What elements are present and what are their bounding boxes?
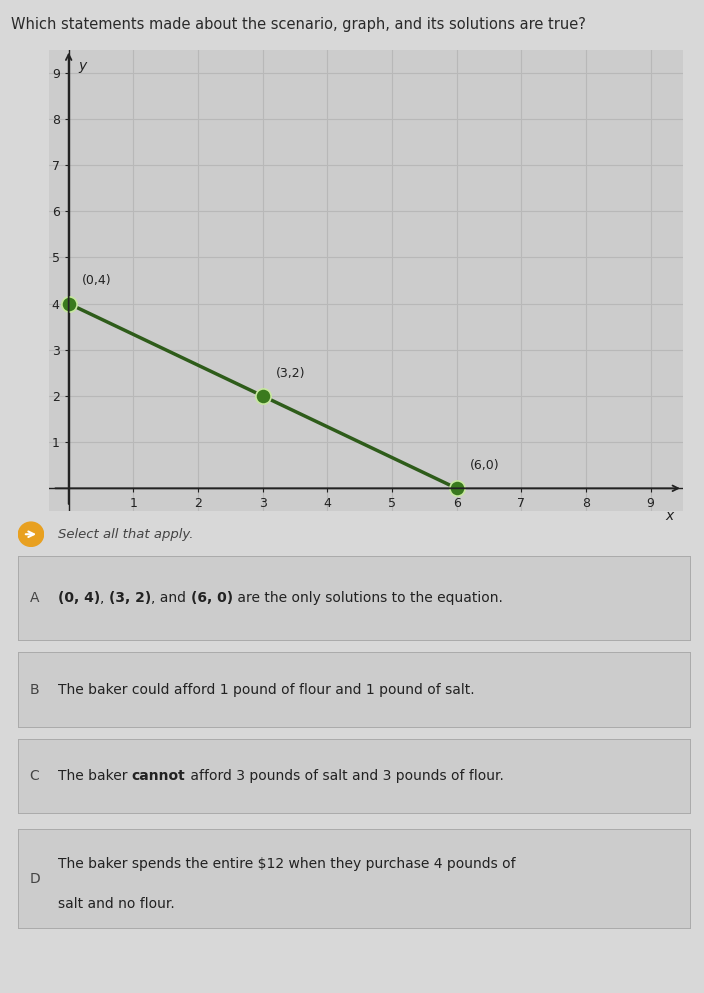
Text: The baker: The baker xyxy=(58,769,132,783)
Text: (6,0): (6,0) xyxy=(470,459,499,472)
Text: B: B xyxy=(30,682,39,697)
Text: salt and no flour.: salt and no flour. xyxy=(58,897,175,911)
Text: x: x xyxy=(666,509,674,523)
Text: are the only solutions to the equation.: are the only solutions to the equation. xyxy=(233,591,503,606)
Text: Which statements made about the scenario, graph, and its solutions are true?: Which statements made about the scenario… xyxy=(11,17,586,32)
Point xyxy=(451,481,463,496)
Text: y: y xyxy=(78,59,87,72)
Text: D: D xyxy=(30,872,40,886)
Text: Select all that apply.: Select all that apply. xyxy=(58,527,193,541)
Text: (3,2): (3,2) xyxy=(275,366,305,379)
Text: (3, 2): (3, 2) xyxy=(109,591,151,606)
Text: The baker could afford 1 pound of flour and 1 pound of salt.: The baker could afford 1 pound of flour … xyxy=(58,682,474,697)
Text: , and: , and xyxy=(151,591,191,606)
Circle shape xyxy=(18,522,44,546)
Text: afford 3 pounds of salt and 3 pounds of flour.: afford 3 pounds of salt and 3 pounds of … xyxy=(186,769,503,783)
Text: cannot: cannot xyxy=(132,769,186,783)
Text: (0, 4): (0, 4) xyxy=(58,591,100,606)
Text: C: C xyxy=(30,769,39,783)
Point xyxy=(257,388,268,404)
Text: (6, 0): (6, 0) xyxy=(191,591,233,606)
Text: A: A xyxy=(30,591,39,606)
Text: (0,4): (0,4) xyxy=(82,274,111,287)
Text: ,: , xyxy=(100,591,109,606)
Text: The baker spends the entire $12 when they purchase 4 pounds of: The baker spends the entire $12 when the… xyxy=(58,857,515,871)
Point xyxy=(63,296,75,312)
